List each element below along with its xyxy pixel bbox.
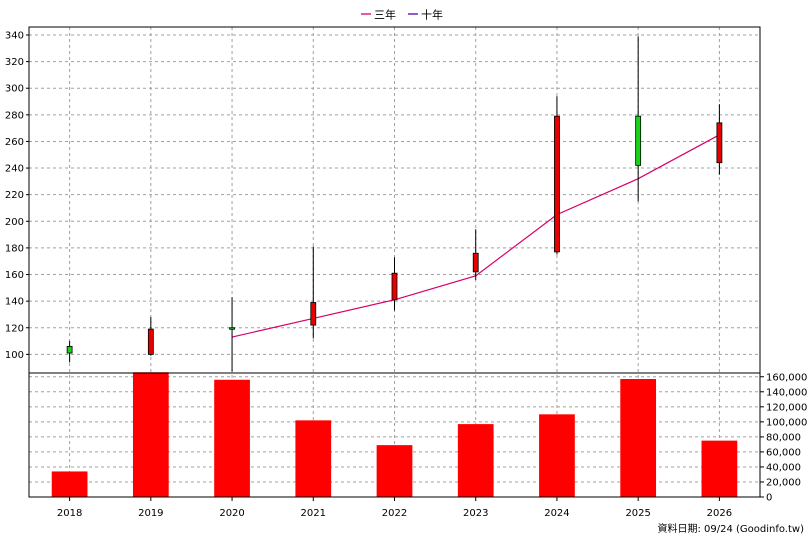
volume-tick-label: 140,000	[766, 387, 807, 398]
volume-tick-label: 0	[766, 493, 772, 504]
legend: 三年 十年	[361, 8, 443, 22]
x-tick-label: 2018	[57, 508, 82, 519]
volume-tick-label: 120,000	[766, 402, 807, 413]
volume-bar	[457, 424, 494, 497]
x-tick-label: 2022	[382, 508, 407, 519]
volume-bar	[214, 379, 250, 497]
price-tick-label: 200	[5, 217, 24, 228]
volume-tick-label: 160,000	[766, 372, 807, 383]
tick-labels: 100 120 140 160 180 200 220 240 260 280 300 320 340 0…	[5, 30, 807, 519]
candle-body	[716, 122, 723, 164]
x-tick-label: 2024	[544, 508, 569, 519]
volume-bar	[701, 440, 738, 497]
price-tick-label: 100	[5, 350, 24, 361]
volume-bar	[620, 379, 657, 497]
source-footnote: 資料日期: 09/24 (Goodinfo.tw)	[657, 522, 804, 535]
x-tick-label: 2023	[463, 508, 488, 519]
axes	[26, 26, 764, 501]
price-tick-label: 160	[5, 270, 24, 281]
candle-body	[229, 327, 235, 330]
volume-bar	[295, 420, 332, 497]
x-tick-label: 2025	[625, 508, 650, 519]
legend-label: 三年	[374, 8, 396, 22]
price-tick-label: 300	[5, 84, 24, 95]
legend-label: 十年	[421, 8, 443, 22]
volume-tick-label: 20,000	[766, 477, 801, 488]
price-tick-label: 220	[5, 190, 24, 201]
volume-bar	[51, 471, 88, 497]
candle-body	[391, 272, 398, 301]
candle-body	[554, 115, 560, 253]
price-tick-label: 240	[5, 164, 24, 175]
volume-bar	[376, 445, 413, 497]
price-tick-label: 260	[5, 137, 24, 148]
candle-body	[635, 115, 642, 166]
candlesticks	[66, 36, 723, 372]
price-tick-label: 320	[5, 57, 24, 68]
x-tick-label: 2020	[219, 508, 244, 519]
volume-tick-label: 100,000	[766, 417, 807, 428]
volume-tick-label: 80,000	[766, 432, 801, 443]
volume-bar	[132, 372, 169, 497]
candle-body	[310, 302, 317, 326]
candle-body	[472, 252, 479, 273]
volume-tick-label: 40,000	[766, 462, 801, 473]
x-tick-label: 2019	[138, 508, 163, 519]
price-tick-label: 180	[5, 243, 24, 254]
volume-bars	[51, 372, 738, 497]
x-tick-label: 2026	[707, 508, 732, 519]
price-tick-label: 140	[5, 297, 24, 308]
volume-bar	[539, 414, 575, 497]
price-tick-label: 280	[5, 110, 24, 121]
candle-body	[147, 328, 154, 355]
x-tick-label: 2021	[301, 508, 326, 519]
candle-body	[66, 345, 73, 354]
price-tick-label: 340	[5, 30, 24, 41]
volume-tick-label: 60,000	[766, 447, 801, 458]
price-tick-label: 120	[5, 323, 24, 334]
